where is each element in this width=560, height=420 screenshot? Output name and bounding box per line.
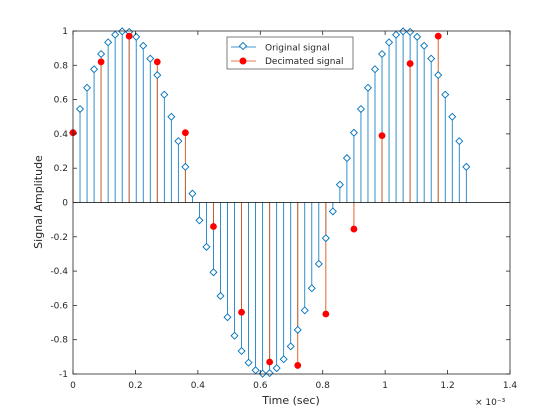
original-marker <box>434 71 443 80</box>
original-marker <box>97 49 106 59</box>
legend-swatch-original-marker <box>238 41 248 51</box>
x-tick-label: 0.8 <box>316 381 331 391</box>
original-marker <box>406 27 415 36</box>
original-marker <box>356 105 365 114</box>
original-marker <box>83 83 92 92</box>
original-marker <box>293 325 302 334</box>
x-tick-label: 0 <box>70 381 76 391</box>
original-marker <box>237 346 246 356</box>
original-marker <box>314 259 323 268</box>
original-marker <box>300 306 309 315</box>
y-tick-label: 0 <box>62 199 68 209</box>
original-marker <box>392 30 401 39</box>
original-marker <box>216 291 225 300</box>
x-axis-ticks: 0 0.2 0.4 0.6 0.8 1 1.2 1.4 <box>70 31 517 391</box>
original-marker <box>335 180 344 189</box>
original-marker <box>385 38 394 47</box>
decimated-marker <box>125 32 133 40</box>
decimated-signal-markers <box>69 32 442 369</box>
original-marker <box>90 65 99 74</box>
legend: Original signal Decimated signal <box>226 36 354 70</box>
decimated-marker <box>322 310 330 318</box>
original-marker <box>377 49 387 59</box>
decimated-marker <box>350 225 358 233</box>
original-marker <box>132 32 141 41</box>
original-marker <box>462 162 471 171</box>
original-marker <box>448 112 457 121</box>
original-marker <box>230 331 239 340</box>
legend-swatch-decimated-marker <box>239 57 247 65</box>
decimated-marker <box>434 32 442 40</box>
decimated-marker <box>378 132 386 140</box>
original-marker <box>160 90 169 99</box>
y-axis-ticks: -1 -0.8 -0.6 -0.4 -0.2 0 0.2 0.4 0.6 0.8 1 <box>50 27 510 380</box>
decimated-marker <box>406 60 414 67</box>
decimated-signal-stems <box>72 36 439 366</box>
original-marker <box>328 207 337 216</box>
original-marker <box>363 83 373 92</box>
x-tick-label: 0.4 <box>191 381 206 391</box>
y-tick-label: 0.2 <box>54 164 68 174</box>
original-marker <box>174 137 183 146</box>
original-marker <box>104 38 113 47</box>
x-tick-label: 1.4 <box>503 381 518 391</box>
original-marker <box>153 71 162 80</box>
legend-label-decimated: Decimated signal <box>265 57 343 67</box>
y-tick-label: 0.4 <box>54 130 69 140</box>
y-tick-label: 1 <box>62 27 68 37</box>
x-tick-label: 0.6 <box>253 381 268 391</box>
y-tick-label: 0.6 <box>54 96 69 106</box>
original-marker <box>279 355 288 364</box>
x-tick-label: 1 <box>382 381 388 391</box>
original-marker <box>455 137 464 146</box>
original-marker <box>265 369 274 378</box>
original-marker <box>321 234 330 243</box>
x-axis-label: Time (sec) <box>261 394 320 407</box>
original-marker <box>75 105 85 114</box>
decimated-marker <box>210 223 217 230</box>
original-marker <box>181 162 190 171</box>
y-axis-label: Signal Amplitude <box>32 155 45 249</box>
original-marker <box>167 112 176 121</box>
decimated-marker <box>294 362 302 369</box>
original-marker <box>420 41 429 50</box>
x-tick-label: 0.2 <box>128 381 142 391</box>
original-marker <box>188 189 197 198</box>
original-marker <box>342 154 351 163</box>
y-tick-label: -0.4 <box>50 267 68 277</box>
original-marker <box>286 342 295 351</box>
legend-box <box>226 36 354 70</box>
original-marker <box>370 65 380 74</box>
decimated-marker <box>266 358 274 366</box>
original-marker <box>146 54 155 63</box>
original-marker <box>139 41 148 50</box>
y-tick-label: -1 <box>59 370 68 380</box>
original-marker <box>251 366 260 375</box>
y-tick-label: 0.8 <box>54 61 69 71</box>
y-tick-label: -0.2 <box>50 233 68 243</box>
x-tick-label: 1.2 <box>440 381 454 391</box>
original-marker <box>223 313 232 322</box>
decimated-marker <box>97 58 105 66</box>
original-marker <box>209 268 218 277</box>
x-axis-exponent: × 10⁻³ <box>475 398 506 408</box>
y-tick-label: -0.6 <box>50 301 68 311</box>
original-marker <box>202 242 211 251</box>
original-marker <box>111 30 120 39</box>
original-marker <box>307 284 316 293</box>
y-tick-label: -0.8 <box>50 336 68 346</box>
original-marker <box>244 358 253 367</box>
original-marker <box>413 32 422 41</box>
original-marker <box>441 90 450 99</box>
original-marker <box>195 216 204 225</box>
original-marker <box>272 364 281 373</box>
decimated-marker <box>181 129 189 137</box>
original-marker <box>427 54 436 63</box>
decimated-marker <box>153 58 161 66</box>
original-marker <box>349 128 358 137</box>
decimated-marker <box>238 308 245 316</box>
legend-label-original: Original signal <box>265 44 330 54</box>
